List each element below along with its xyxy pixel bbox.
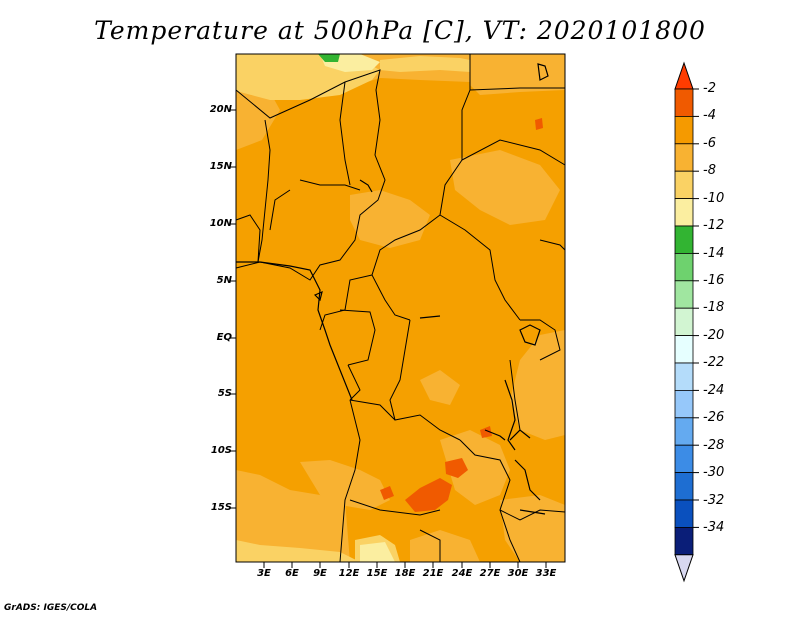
colorbar-swatch: [674, 116, 694, 145]
colorbar-swatch: [674, 225, 694, 254]
colorbar-swatch: [674, 307, 694, 337]
colorbar-swatch: [674, 252, 694, 282]
colorbar-label: -10: [703, 191, 725, 206]
map-title: Temperature at 500hPa [C], VT: 202010180…: [94, 16, 706, 45]
colorbar-label: -32: [703, 493, 725, 508]
pale-top: [320, 54, 395, 562]
lat-label: 20N: [209, 104, 232, 115]
colorbar-swatch: [674, 499, 694, 528]
colorbar-label: -2: [703, 81, 716, 96]
colorbar-label: -4: [703, 108, 716, 123]
colorbar-label: -8: [703, 163, 716, 178]
lon-label: 6E: [285, 568, 299, 579]
colorbar-swatch: [674, 170, 694, 199]
lon-label: 21E: [422, 568, 444, 579]
lat-label: 15N: [209, 161, 232, 172]
colorbar-swatch: [674, 335, 694, 364]
colorbar-swatch: [674, 280, 694, 309]
colorbar-label: -20: [703, 328, 725, 343]
colorbar-label: -24: [703, 383, 725, 398]
colorbar-label: -12: [703, 218, 725, 233]
colorbar-swatch: [674, 389, 694, 419]
colorbar-label: -34: [703, 520, 725, 535]
lon-ticks: [263, 562, 547, 568]
colorbar-swatch: [674, 444, 694, 474]
coastline: [236, 63, 549, 515]
lat-label: 10N: [209, 218, 232, 229]
colorbar-label: -16: [703, 273, 725, 288]
lat-label: EQ: [216, 332, 232, 343]
warm-patches: [380, 118, 543, 512]
cooler-patches: [236, 54, 565, 562]
lon-label: 12E: [338, 568, 360, 579]
lat-label: 5N: [216, 275, 232, 286]
colorbar-swatch: [674, 527, 694, 556]
colorbar-bottom-arrow: [674, 554, 694, 583]
green-patch: [318, 54, 340, 62]
lat-label: 5S: [217, 388, 232, 399]
lon-label: 33E: [535, 568, 557, 579]
lon-label: 3E: [257, 568, 271, 579]
country-borders: [235, 54, 566, 563]
colorbar-swatch: [674, 472, 694, 501]
colorbar-label: -6: [703, 136, 716, 151]
colorbar-label: -26: [703, 410, 725, 425]
lon-label: 18E: [394, 568, 416, 579]
lon-label: 30E: [507, 568, 529, 579]
colorbar-label: -28: [703, 438, 725, 453]
colorbar-label: -14: [703, 246, 725, 261]
credit-text: GrADS: IGES/COLA: [4, 603, 98, 613]
colorbar-swatch: [674, 143, 694, 172]
lon-label: 24E: [451, 568, 473, 579]
colorbar-swatch: [674, 88, 694, 117]
colorbar-label: -22: [703, 355, 725, 370]
lat-ticks: [230, 109, 236, 509]
colorbar-swatch: [674, 198, 694, 227]
plot-frame: [235, 53, 566, 563]
lon-label: 27E: [479, 568, 501, 579]
colorbar: [674, 61, 699, 583]
lon-label: 15E: [366, 568, 388, 579]
colorbar-label: -30: [703, 465, 725, 480]
plot-area: [236, 54, 565, 562]
colorbar-swatch: [674, 417, 694, 446]
lat-label: 10S: [210, 445, 232, 456]
colorbar-top-arrow: [674, 61, 694, 90]
colorbar-swatch: [674, 362, 694, 391]
lat-label: 15S: [210, 502, 232, 513]
colorbar-label: -18: [703, 300, 725, 315]
lon-label: 9E: [313, 568, 327, 579]
